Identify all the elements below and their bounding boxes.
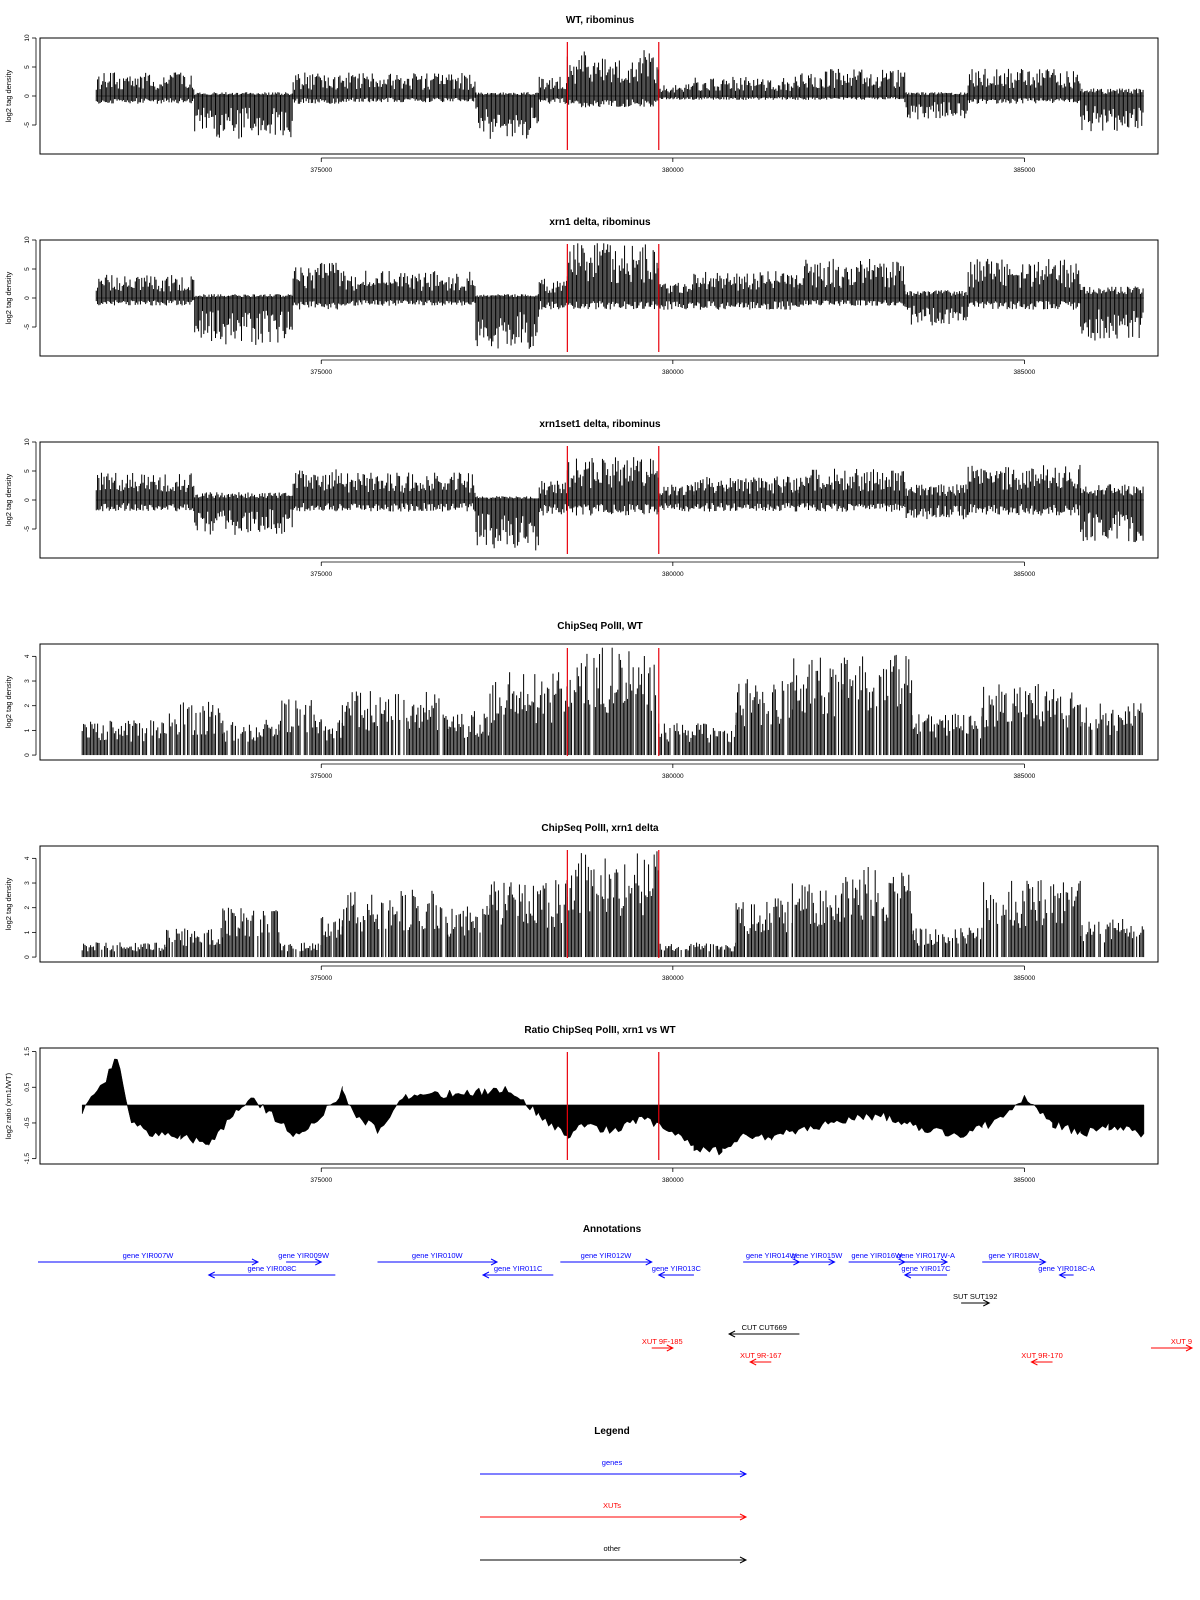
plot-frame [39,239,1159,357]
y-tick-label: 1 [24,728,31,732]
data-marks [95,457,1144,551]
y-tick-label: 4 [24,654,31,658]
panel-title: WT, ribominus [566,15,635,26]
x-tick-label: 375000 [310,369,332,376]
x-tick-label: 375000 [310,773,332,780]
y-tick-label: 10 [24,438,31,446]
y-tick-label: -5 [24,122,31,128]
x-tick-label: 385000 [1014,369,1036,376]
y-tick-label: 5 [24,65,31,69]
y-tick-label: 10 [24,236,31,244]
panel-title: xrn1set1 delta, ribominus [539,419,661,430]
y-tick-label: 2 [24,704,31,708]
y-tick-label: 5 [24,469,31,473]
y-tick-label: 0 [24,753,31,757]
plot-frame [39,441,1159,559]
panel-title: ChipSeq PolII, WT [557,621,643,632]
x-tick-label: 380000 [662,571,684,578]
x-tick-label: 385000 [1014,773,1036,780]
data-marks [95,243,1144,349]
data-marks [95,50,1144,139]
data-marks [81,647,1143,756]
y-tick-label: 10 [24,34,31,42]
x-tick-label: 380000 [662,167,684,174]
y-tick-label: 5 [24,267,31,271]
y-axis-label: log2 tag density [4,473,13,526]
panel-xrn1set1-ribominus: xrn1set1 delta, ribominus log2 tag densi… [4,419,1159,578]
y-axis-label: log2 tag density [4,271,13,324]
x-tick-label: 380000 [662,369,684,376]
x-tick-label: 375000 [310,167,332,174]
y-tick-label: 0 [24,498,31,502]
y-tick-label: 3 [24,679,31,683]
y-axis-label: log2 tag density [4,675,13,728]
x-tick-label: 375000 [310,571,332,578]
x-tick-label: 380000 [662,773,684,780]
panel-wt-ribominus: WT, ribominus log2 tag density 10 5 0 -5 375… [4,15,1159,174]
y-tick-label: -5 [24,324,31,330]
panel-chipseq-wt: ChipSeq PolII, WT log2 tag density 4 3 2 1 0… [4,621,1159,780]
y-tick-label: -5 [24,526,31,532]
y-tick-label: 0 [24,296,31,300]
panel-title: xrn1 delta, ribominus [549,217,651,228]
plot-frame [39,37,1159,155]
y-axis-label: log2 tag density [4,69,13,122]
y-tick-label: 0 [24,94,31,98]
x-tick-label: 385000 [1014,167,1036,174]
panel-xrn1-ribominus: xrn1 delta, ribominus log2 tag density 1… [4,217,1159,376]
x-tick-label: 385000 [1014,571,1036,578]
plot-frame [39,643,1159,761]
